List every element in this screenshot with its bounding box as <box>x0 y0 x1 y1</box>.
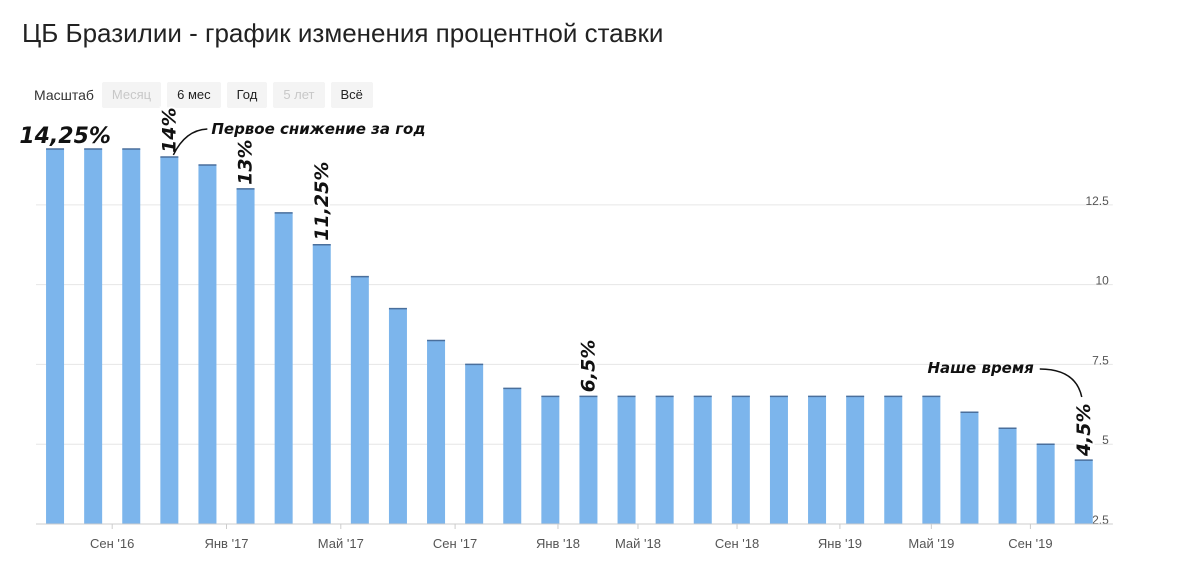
bar <box>808 396 827 524</box>
zoom-6m-button[interactable]: 6 мес <box>167 82 221 108</box>
bar <box>46 149 65 524</box>
value-annotation: 6,5% <box>577 340 599 393</box>
bar <box>388 308 407 524</box>
bar <box>236 188 255 524</box>
bar <box>617 396 636 524</box>
y-tick-label: 7.5 <box>1092 353 1109 367</box>
value-annotation: 4,5% <box>1073 403 1095 457</box>
y-tick-label: 5 <box>1102 433 1109 447</box>
value-annotation: 13% <box>235 139 257 184</box>
bar <box>655 396 674 524</box>
bar <box>122 149 141 524</box>
bar <box>84 149 103 524</box>
x-tick-label: Май '18 <box>615 536 661 551</box>
x-tick-label: Сен '18 <box>715 536 759 551</box>
bar <box>465 364 484 524</box>
bar <box>998 428 1017 524</box>
y-tick-label: 2.5 <box>1092 513 1109 527</box>
bar <box>731 396 750 524</box>
zoom-month-button: Месяц <box>101 82 162 108</box>
bar <box>160 156 179 524</box>
bar <box>922 396 941 524</box>
zoom-bar: Масштаб Месяц 6 мес Год 5 лет Всё <box>34 82 373 108</box>
callout-text: Наше время <box>927 359 1034 377</box>
callout-text: Первое снижение за год <box>211 120 425 138</box>
bar <box>503 388 522 524</box>
bar <box>541 396 560 524</box>
bar <box>427 340 446 524</box>
x-tick-label: Янв '18 <box>536 536 580 551</box>
page-title: ЦБ Бразилии - график изменения процентно… <box>22 18 664 48</box>
zoom-year-button[interactable]: Год <box>226 82 268 108</box>
bar <box>884 396 903 524</box>
bar <box>960 412 979 524</box>
bar <box>1074 460 1093 524</box>
value-annotation: 14,25% <box>19 124 111 149</box>
x-tick-label: Сен '16 <box>90 536 134 551</box>
callout-arrow <box>172 128 208 156</box>
bar <box>579 396 598 524</box>
y-tick-label: 10 <box>1095 274 1109 288</box>
bar <box>312 244 331 524</box>
bar <box>1036 444 1055 524</box>
x-tick-label: Сен '17 <box>433 536 477 551</box>
x-tick-label: Янв '19 <box>818 536 862 551</box>
bar <box>274 212 293 525</box>
callout-arrow <box>1039 368 1083 398</box>
bar <box>198 164 217 524</box>
zoom-label: Масштаб <box>34 87 94 103</box>
bar <box>769 396 788 524</box>
value-annotation: 11,25% <box>311 162 333 241</box>
y-tick-label: 12.5 <box>1085 194 1109 208</box>
zoom-5y-button: 5 лет <box>273 82 325 108</box>
x-tick-label: Май '17 <box>318 536 364 551</box>
x-tick-label: Сен '19 <box>1008 536 1052 551</box>
zoom-all-button[interactable]: Всё <box>330 82 373 108</box>
bar <box>350 276 369 524</box>
value-annotation: 14% <box>158 107 180 152</box>
x-tick-label: Янв '17 <box>204 536 248 551</box>
bar <box>846 396 865 524</box>
x-tick-label: Май '19 <box>908 536 954 551</box>
bar <box>693 396 712 524</box>
